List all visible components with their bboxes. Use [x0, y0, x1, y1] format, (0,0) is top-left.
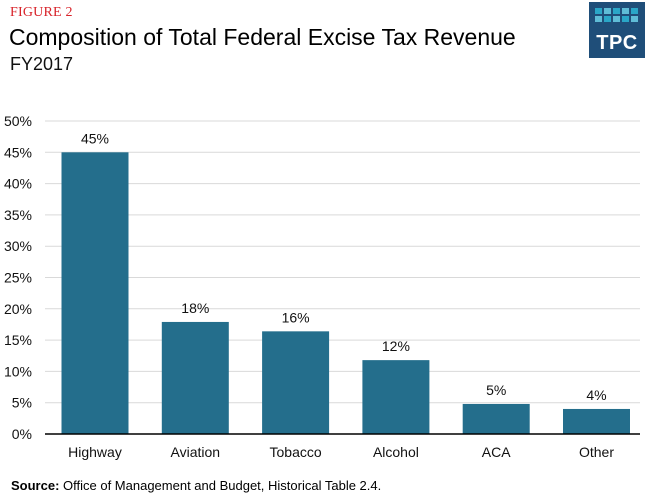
y-tick-label: 20% — [4, 301, 32, 317]
y-tick-label: 10% — [4, 363, 32, 379]
bar-highway — [61, 152, 129, 435]
source-note: Source: Office of Management and Budget,… — [11, 478, 381, 493]
logo-tile — [595, 8, 602, 14]
x-tick-label: Highway — [68, 444, 122, 460]
x-tick-label: Other — [579, 444, 614, 460]
data-label: 16% — [282, 309, 310, 325]
x-tick-label: Aviation — [171, 444, 221, 460]
data-label: 18% — [181, 300, 209, 316]
logo-tile — [622, 8, 629, 14]
data-label: 12% — [382, 338, 410, 354]
bar-other — [563, 408, 630, 434]
y-tick-label: 50% — [4, 113, 32, 129]
bar-aviation — [161, 321, 229, 434]
source-label: Source: — [11, 478, 60, 493]
source-text: Office of Management and Budget, Histori… — [59, 478, 382, 493]
bar-alcohol — [362, 360, 430, 434]
logo-tile — [613, 8, 620, 14]
data-label: 4% — [586, 387, 606, 403]
data-label: 5% — [486, 382, 506, 398]
logo-tile — [604, 8, 611, 14]
y-tick-label: 5% — [12, 395, 32, 411]
y-tick-label: 25% — [4, 270, 32, 286]
y-tick-label: 15% — [4, 332, 32, 348]
logo-tile — [604, 16, 611, 22]
bar-chart: 0% 5% 10% 15% 20% 25% 30% 35% 40% 45% 50% 45% Highwa… — [4, 113, 640, 460]
logo-text: TPC — [596, 32, 638, 54]
x-tick-label: ACA — [482, 444, 511, 460]
chart-title: Composition of Total Federal Excise Tax … — [9, 24, 516, 50]
bar-tobacco — [262, 331, 330, 434]
logo-tile — [622, 16, 629, 22]
logo-tile — [631, 8, 638, 14]
x-tick-label: Tobacco — [270, 444, 322, 460]
logo-tile — [595, 16, 602, 22]
logo-tile — [631, 16, 638, 22]
y-tick-label: 30% — [4, 238, 32, 254]
chart-subtitle: FY2017 — [10, 54, 74, 74]
y-tick-label: 40% — [4, 176, 32, 192]
tpc-logo: TPC — [589, 2, 645, 58]
figure-label: FIGURE 2 — [10, 5, 73, 20]
x-tick-label: Alcohol — [373, 444, 419, 460]
data-label: 45% — [81, 130, 109, 146]
bar-aca — [462, 403, 530, 434]
y-tick-label: 35% — [4, 207, 32, 223]
y-tick-label: 0% — [12, 426, 32, 442]
y-tick-label: 45% — [4, 144, 32, 160]
logo-tile — [613, 16, 620, 22]
logo-grid-icon — [595, 8, 638, 22]
